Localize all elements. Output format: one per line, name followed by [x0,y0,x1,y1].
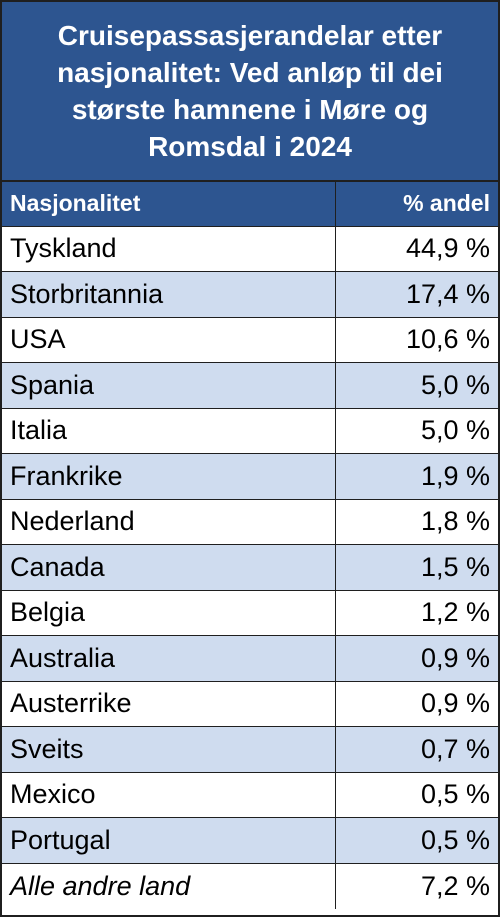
table-row: Sveits 0,7 % [2,726,498,773]
title-line-2: nasjonalitet: Ved anløp til dei [57,57,443,88]
share-cell: 0,5 % [334,817,498,864]
share-cell: 0,9 % [334,680,498,727]
nationality-cell: Sveits [2,726,336,773]
table-row: Austerrike 0,9 % [2,680,498,727]
title-line-3: største hamnene i Møre og [71,94,429,125]
share-cell: 1,2 % [334,589,498,636]
share-cell: 0,7 % [334,726,498,773]
nationality-cell: Portugal [2,817,336,864]
nationality-cell: Belgia [2,589,336,636]
share-cell: 1,8 % [334,498,498,545]
nationality-cell: Frankrike [2,453,336,500]
table-row: Spania 5,0 % [2,362,498,409]
table-header-row: Nasjonalitet % andel [2,182,498,227]
table-body: Tyskland 44,9 % Storbritannia 17,4 % USA 10,6… [2,225,498,909]
share-cell: 44,9 % [334,225,498,272]
nationality-cell: Nederland [2,498,336,545]
nationality-cell: Italia [2,407,336,454]
column-header-nationality: Nasjonalitet [2,182,336,227]
share-cell: 10,6 % [334,316,498,363]
table-row: Tyskland 44,9 % [2,225,498,272]
table-row: Alle andre land 7,2 % [2,862,498,909]
share-cell: 1,9 % [334,453,498,500]
share-cell: 0,9 % [334,635,498,682]
share-cell: 7,2 % [334,862,498,909]
nationality-cell: Canada [2,544,336,591]
table-row: Nederland 1,8 % [2,498,498,545]
table-title: Cruisepassasjerandelar etter nasjonalite… [2,2,498,182]
share-cell: 17,4 % [334,271,498,318]
share-cell: 1,5 % [334,544,498,591]
table-row: USA 10,6 % [2,316,498,363]
nationality-table: Nasjonalitet % andel Tyskland 44,9 % Storb… [2,182,498,909]
table-row: Mexico 0,5 % [2,771,498,818]
title-line-4: Romsdal i 2024 [148,131,352,162]
table-row: Italia 5,0 % [2,407,498,454]
nationality-cell: Tyskland [2,225,336,272]
table-row: Storbritannia 17,4 % [2,271,498,318]
table-row: Frankrike 1,9 % [2,453,498,500]
column-header-share: % andel [334,182,498,227]
nationality-cell: USA [2,316,336,363]
share-cell: 0,5 % [334,771,498,818]
share-cell: 5,0 % [334,407,498,454]
table-row: Belgia 1,2 % [2,589,498,636]
table-row: Canada 1,5 % [2,544,498,591]
nationality-cell: Austerrike [2,680,336,727]
nationality-cell: Storbritannia [2,271,336,318]
table-row: Portugal 0,5 % [2,817,498,864]
nationality-cell: Australia [2,635,336,682]
nationality-cell: Mexico [2,771,336,818]
share-cell: 5,0 % [334,362,498,409]
title-line-1: Cruisepassasjerandelar etter [57,20,443,51]
nationality-cell: Spania [2,362,336,409]
table-row: Australia 0,9 % [2,635,498,682]
nationality-cell: Alle andre land [2,862,336,909]
